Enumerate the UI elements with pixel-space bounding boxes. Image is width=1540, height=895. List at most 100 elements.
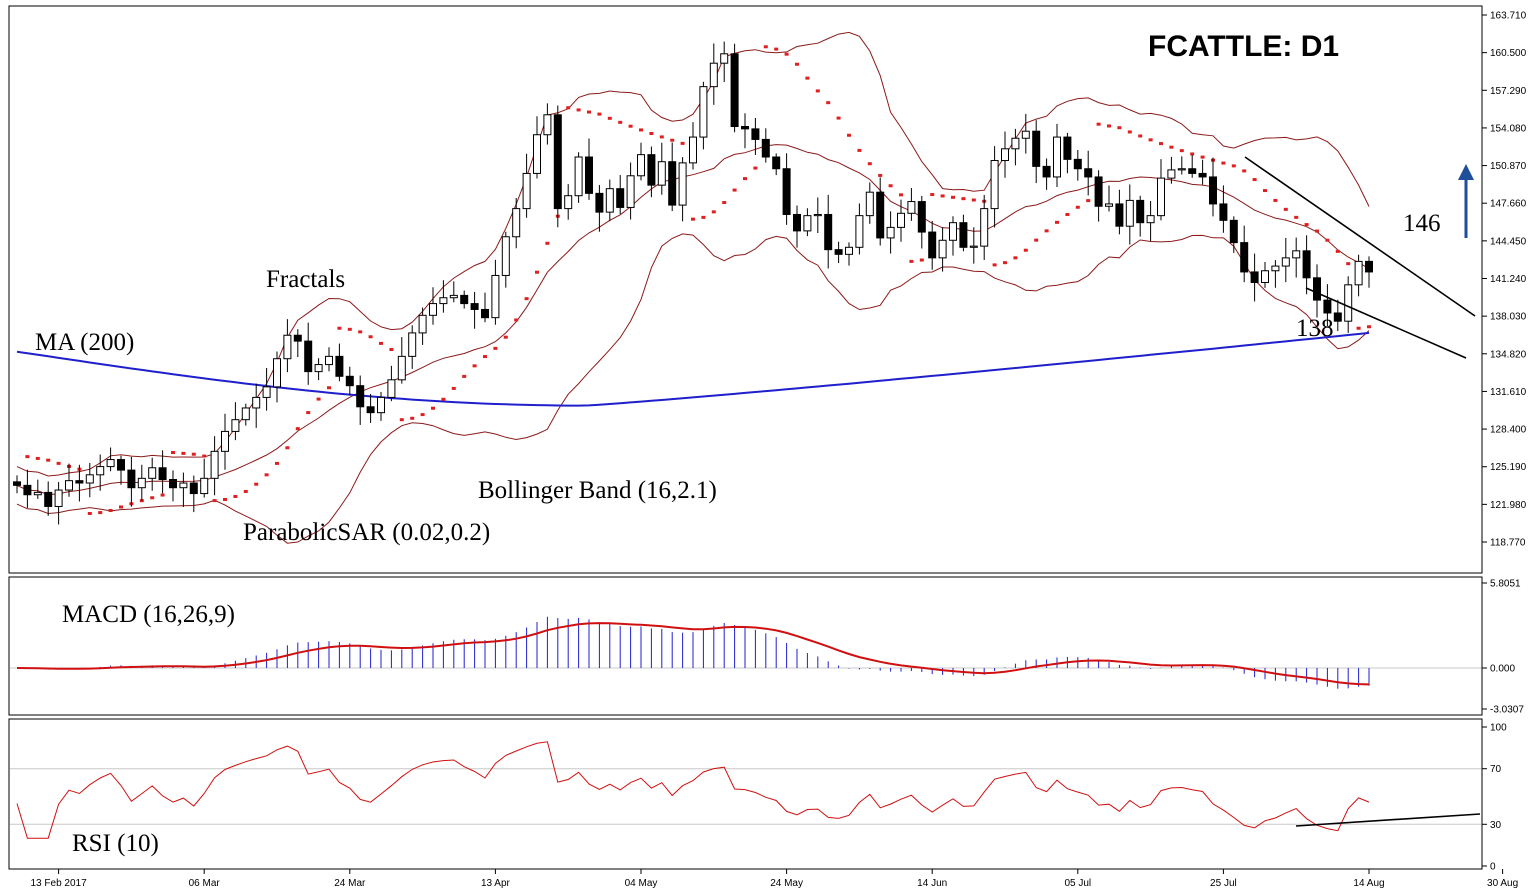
sar-dot <box>441 397 446 401</box>
sar-dot <box>451 386 456 390</box>
sar-dot <box>472 364 477 368</box>
rsi-y-tick-label: 70 <box>1490 764 1502 775</box>
candle-body <box>897 212 905 228</box>
sar-dot <box>254 482 259 486</box>
candle-body <box>990 160 999 210</box>
candle-body <box>834 249 843 255</box>
candle-body <box>637 154 645 177</box>
sar-dot <box>919 258 924 262</box>
resistance-trend-line <box>1244 156 1476 317</box>
up-arrow-head-icon <box>1458 164 1474 180</box>
sar-dot <box>826 101 831 105</box>
candle-body <box>1167 169 1176 179</box>
sar-dot <box>243 489 248 493</box>
candle-body <box>106 459 115 468</box>
sar-dot <box>701 215 706 219</box>
macd-y-tick-label: -3.0307 <box>1490 705 1524 716</box>
sar-dot <box>337 326 342 330</box>
candle-body <box>1001 148 1009 162</box>
candle-body <box>345 375 354 387</box>
rsi-y-tick-label: 100 <box>1490 723 1507 734</box>
y-tick-label: 163.710 <box>1490 11 1527 22</box>
candle-body <box>1261 270 1269 283</box>
sar-dot <box>306 411 311 415</box>
sar-dot <box>389 348 394 352</box>
sar-dot <box>1190 152 1195 156</box>
y-tick-label: 154.080 <box>1490 123 1527 134</box>
sar-dot <box>223 497 227 501</box>
sar-dot <box>1169 145 1174 149</box>
sar-dot <box>1107 124 1111 128</box>
moving-average-200 <box>16 331 1370 407</box>
sar-dot <box>659 135 664 139</box>
x-tick-label: 13 Feb 2017 <box>31 878 88 889</box>
sar-dot <box>524 297 529 301</box>
sar-dot <box>316 397 321 401</box>
candle-body <box>1115 203 1124 227</box>
candle-body <box>127 469 136 489</box>
sar-dot <box>691 217 695 221</box>
candle-body <box>699 86 708 138</box>
candle-body <box>304 340 313 373</box>
macd-y-tick-label: 0.000 <box>1490 664 1515 675</box>
candle-body <box>408 332 417 357</box>
sar-dot <box>1023 248 1028 252</box>
level-high-label: 146 <box>1403 210 1441 237</box>
ma-200-line <box>16 331 1370 407</box>
label-fractals: Fractals <box>266 266 345 293</box>
candle-body <box>1084 168 1093 178</box>
candle-body <box>1177 168 1186 171</box>
candle-body <box>481 308 489 319</box>
sar-dot <box>732 188 737 192</box>
candle-body <box>54 489 63 507</box>
sar-dot <box>1273 198 1278 202</box>
sar-dot <box>420 413 425 417</box>
candle-body <box>1136 199 1145 224</box>
candle-body <box>1094 176 1103 207</box>
candle-body <box>169 478 177 489</box>
candle-body <box>210 450 219 479</box>
candle-body <box>917 201 926 233</box>
sar-dot <box>379 341 383 345</box>
candle-body <box>793 213 801 232</box>
candle-body <box>335 355 344 377</box>
candle-body <box>689 136 697 164</box>
candle-body <box>85 474 94 484</box>
sar-dot <box>795 62 799 66</box>
candle-body <box>855 215 864 248</box>
y-tick-label: 125.190 <box>1490 462 1527 473</box>
candle-body <box>262 386 271 398</box>
candle-body <box>231 419 240 432</box>
label-macd: MACD (16,26,9) <box>62 601 235 628</box>
candle-body <box>470 303 479 310</box>
candle-body <box>845 246 853 255</box>
x-axis-labels: 13 Feb 2017 06 Mar 24 Mar 13 Apr 04 May 24 Ma… <box>31 869 1518 889</box>
sar-dot <box>514 318 519 322</box>
y-tick-label: 160.500 <box>1490 48 1527 59</box>
sar-dot <box>722 201 727 205</box>
candle-body <box>668 161 677 206</box>
y-tick-label: 131.610 <box>1490 387 1527 398</box>
x-tick-label: 04 May <box>625 878 658 889</box>
x-tick-label: 24 May <box>770 878 803 889</box>
candle-body <box>1281 257 1290 267</box>
x-tick-label: 14 Aug <box>1353 878 1384 889</box>
candle-body <box>1073 158 1082 170</box>
sar-dot <box>1231 164 1236 168</box>
candle-body <box>325 355 333 366</box>
sar-dot <box>711 210 716 214</box>
candle-body <box>1313 277 1321 301</box>
candle-body <box>813 213 822 217</box>
sar-dot <box>295 427 300 431</box>
sar-dot <box>1034 238 1039 242</box>
sar-dot <box>431 406 435 410</box>
y-tick-label: 128.400 <box>1490 425 1527 436</box>
candle-body <box>865 191 874 217</box>
candle-body <box>293 334 302 342</box>
candle-body <box>1292 250 1301 259</box>
sar-dot <box>98 511 103 515</box>
candle-body <box>772 156 781 170</box>
sar-dot <box>233 494 238 498</box>
sar-dot <box>1003 261 1007 265</box>
candle-body <box>553 114 562 210</box>
